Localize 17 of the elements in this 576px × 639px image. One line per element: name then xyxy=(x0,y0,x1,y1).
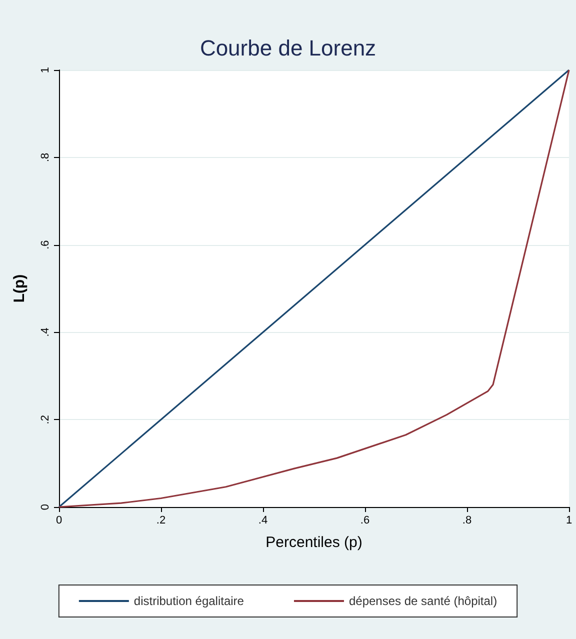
x-tick-label: .2 xyxy=(156,514,166,526)
x-tick-label: .6 xyxy=(360,514,370,526)
x-tick-label: .8 xyxy=(462,514,472,526)
y-axis-title: L(p) xyxy=(11,274,28,303)
x-tick-label: .4 xyxy=(258,514,268,526)
y-tick-label: 1 xyxy=(40,66,52,74)
y-tick-label: .2 xyxy=(40,415,52,424)
legend-label: distribution égalitaire xyxy=(134,594,244,608)
legend-label: dépenses de santé (hôpital) xyxy=(348,594,498,608)
y-tick-label: .4 xyxy=(40,328,52,337)
chart-title: Courbe de Lorenz xyxy=(200,36,376,60)
y-tick-label: .8 xyxy=(40,152,52,162)
y-tick-label: 0 xyxy=(40,504,52,510)
x-axis-title: Percentiles (p) xyxy=(266,534,362,551)
x-tick-label: 1 xyxy=(566,514,572,526)
y-tick-label: .6 xyxy=(40,240,52,250)
x-tick-label: 0 xyxy=(56,514,62,526)
